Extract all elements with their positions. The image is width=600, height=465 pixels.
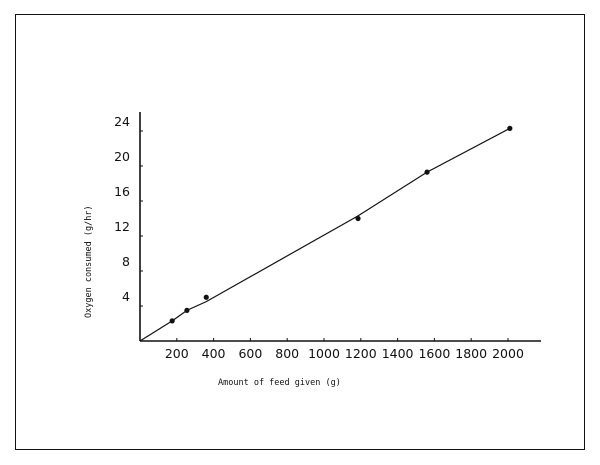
data-point	[424, 169, 430, 175]
x-tick-label: 1200	[345, 346, 377, 361]
x-tick-label: 600	[238, 346, 262, 361]
data-point	[355, 215, 361, 222]
axis-ticks: 200 400 600 800 1000 1200 1400 1600 1800 2000 4 8 12…	[114, 114, 524, 361]
y-tick-label: 16	[114, 184, 130, 199]
x-tick-label: 2000	[492, 346, 524, 361]
y-tick-label: 24	[114, 114, 130, 129]
data-point	[184, 307, 190, 313]
x-axis-title: Amount of feed given (g)	[218, 378, 341, 388]
axes	[139, 112, 541, 342]
data-points	[169, 125, 513, 324]
x-tick-label: 200	[165, 346, 189, 361]
data-point	[507, 125, 513, 131]
x-tick-label: 1800	[455, 346, 487, 361]
x-tick-label: 1600	[418, 346, 450, 361]
figure-frame	[15, 14, 585, 450]
y-tick-label: 4	[122, 289, 130, 304]
y-tick-label: 20	[114, 149, 130, 164]
x-tick-label: 800	[275, 346, 299, 361]
data-point	[203, 294, 209, 300]
fit-line	[139, 127, 511, 342]
x-tick-label: 400	[202, 346, 226, 361]
x-tick-label: 1000	[308, 346, 340, 361]
y-axis-title: Oxygen consumed (g/hr)	[84, 205, 94, 318]
y-tick-label: 12	[114, 219, 130, 234]
x-tick-label: 1400	[382, 346, 414, 361]
data-point	[169, 318, 175, 324]
regression-line	[139, 127, 511, 342]
y-tick-label: 8	[122, 254, 130, 269]
